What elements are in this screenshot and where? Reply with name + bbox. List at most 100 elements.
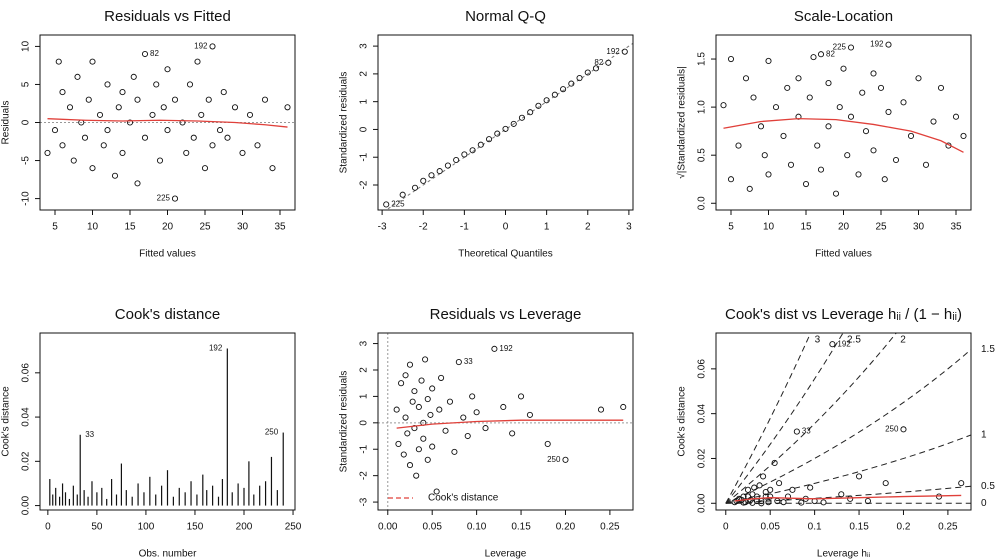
point [424,395,431,403]
y-tick-label: 3 [359,43,370,49]
y-tick-label: -3 [359,497,370,506]
point [141,50,149,58]
point [870,147,877,154]
point [789,486,796,493]
point [261,96,269,103]
y-axis-label: Standardized residuals [339,371,350,473]
point [900,99,907,106]
point [930,118,937,125]
point [907,132,915,140]
point [780,499,787,506]
panel: Normal Q-Q Theoretical Quantiles Standardi… [339,8,634,260]
point [885,108,892,115]
point [825,80,832,87]
point [164,127,171,134]
point [892,156,900,164]
point [551,91,558,98]
point [758,500,765,507]
panel-title: Scale-Location [794,8,893,25]
point [576,75,583,82]
x-tick-label: 35 [950,222,962,233]
point [100,142,107,149]
point [751,484,758,491]
point [960,132,967,140]
point [415,403,422,411]
point [772,104,780,111]
x-tick-label: 200 [236,522,253,533]
y-tick-label: 1.0 [697,100,708,114]
point [205,96,212,103]
point [209,43,216,50]
point [518,114,526,121]
point-label: 192 [209,344,223,353]
point [96,111,104,118]
point [400,451,407,458]
point [134,180,141,187]
cook-contour [725,333,844,504]
point-label: 33 [802,427,811,436]
point [209,142,216,149]
y-axis-label: Standardized residuals [339,72,350,174]
point [413,472,420,479]
point [584,69,591,76]
point [198,111,205,118]
point [952,113,960,120]
point [427,411,434,418]
y-axis-label: √|Standardized residuals| [676,66,688,178]
y-tick-label: 5 [21,81,32,87]
point [621,48,628,55]
point [958,480,965,487]
point [767,486,774,493]
point [395,440,402,448]
x-tick-label: 0.2 [897,522,911,533]
y-tick-label: 0.06 [21,363,32,383]
y-tick-label: -2 [359,180,370,189]
x-tick-label: 10 [763,222,775,233]
y-tick-label: 2 [359,71,370,77]
point [119,149,126,156]
point [44,149,51,156]
point [438,374,445,381]
plot-frame [377,34,634,211]
legend-label: Cook's distance [428,493,499,504]
point [104,127,111,134]
cook-contour [725,349,971,504]
y-tick-label: 0.02 [21,451,32,471]
point-label: 33 [85,430,94,439]
point [746,185,753,192]
contour-label: 2.5 [847,335,861,346]
x-tick-label: 15 [124,222,136,233]
point [216,127,224,134]
x-tick-label: 2 [585,222,591,233]
point [446,398,454,405]
contour-label: 1 [981,430,987,441]
point [469,147,476,154]
point [428,172,435,179]
contour-label: 0.5 [981,481,995,492]
point [787,161,795,168]
plot-area [725,333,971,507]
point [500,403,507,411]
y-axis-label: Cook's distance [1,386,12,457]
point [568,80,575,87]
point [735,142,742,149]
x-tick-label: 20 [838,222,850,233]
point [543,97,550,104]
point [877,84,885,91]
point [156,157,164,164]
point [406,462,414,469]
panel-title: Normal Q-Q [465,8,546,25]
y-tick-label: -1 [359,444,370,453]
point [806,94,813,101]
point [190,134,197,141]
x-tick-label: 3 [626,222,632,233]
point [817,166,825,173]
point [460,414,467,421]
x-tick-label: 0.05 [760,522,780,533]
point [164,66,171,73]
panel: Cook's distance Obs. number Cook's distanc… [1,306,302,560]
point [429,443,436,450]
y-tick-label: 0.00 [21,495,32,515]
point [89,58,96,65]
point [544,440,551,448]
